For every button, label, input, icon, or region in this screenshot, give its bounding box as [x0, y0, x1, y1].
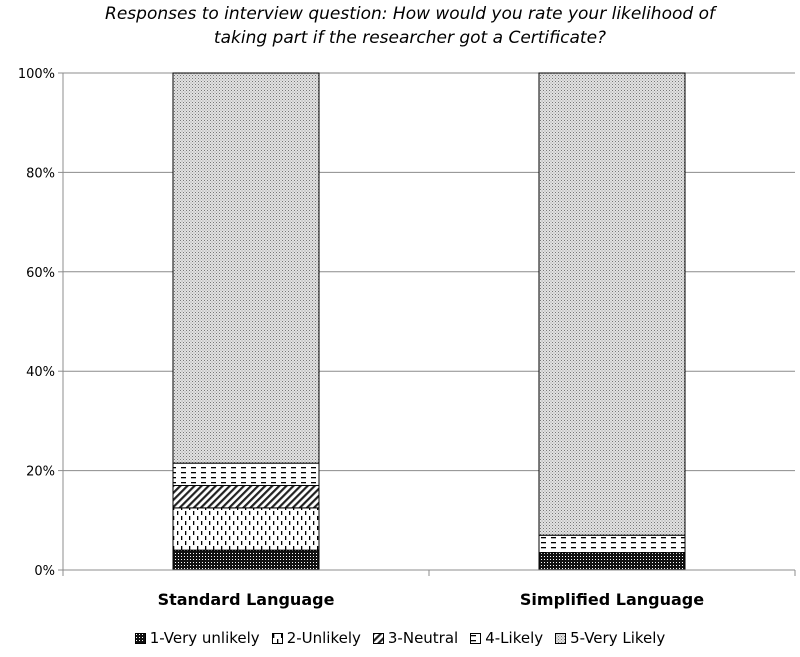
legend-item: 5-Very Likely [555, 629, 665, 647]
legend: 1-Very unlikely 2-Unlikely 3-Neutral 4-Like… [0, 629, 800, 648]
legend-label: 3-Neutral [387, 629, 459, 647]
y-tick-label: 20% [26, 465, 55, 480]
bar-segment-4-likely [538, 534, 686, 554]
legend-swatch [271, 632, 283, 644]
y-tick-label: 40% [26, 365, 55, 380]
y-tick-label: 60% [26, 266, 55, 281]
bar-segment-1-very-unlikely [538, 552, 686, 571]
bar-segment-1-very-unlikely [172, 549, 320, 571]
bar-segment-5-very-likely [172, 72, 320, 464]
legend-swatch [470, 632, 482, 644]
y-tick-label: 100% [18, 67, 55, 82]
legend-item: 3-Neutral [372, 629, 459, 647]
legend-item: 1-Very unlikely [134, 629, 260, 647]
legend-swatch [372, 632, 384, 644]
legend-label: 1-Very unlikely [149, 629, 260, 647]
legend-item: 2-Unlikely [271, 629, 361, 647]
bar-segment-5-very-likely [538, 72, 686, 536]
legend-label: 5-Very Likely [570, 629, 666, 647]
bar-segment-3-neutral [172, 485, 320, 509]
legend-swatch [555, 632, 567, 644]
y-tick-label: 0% [34, 564, 55, 579]
chart-title-line-1: Responses to interview question: How wou… [105, 4, 715, 24]
legend-label: 4-Likely [485, 629, 544, 647]
legend-swatch [134, 632, 146, 644]
bar-segment-2-unlikely [172, 507, 320, 551]
chart-title-line-2: taking part if the researcher got a Cert… [213, 28, 607, 48]
legend-label: 2-Unlikely [286, 629, 361, 647]
x-category-label: Standard Language [158, 590, 335, 609]
legend-item: 4-Likely [470, 629, 543, 647]
bar-segment-4-likely [172, 462, 320, 487]
y-tick-label: 80% [26, 166, 55, 181]
x-category-label: Simplified Language [520, 590, 704, 609]
